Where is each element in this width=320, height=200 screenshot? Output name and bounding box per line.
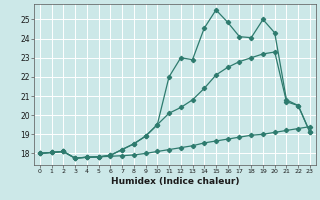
- X-axis label: Humidex (Indice chaleur): Humidex (Indice chaleur): [111, 177, 239, 186]
